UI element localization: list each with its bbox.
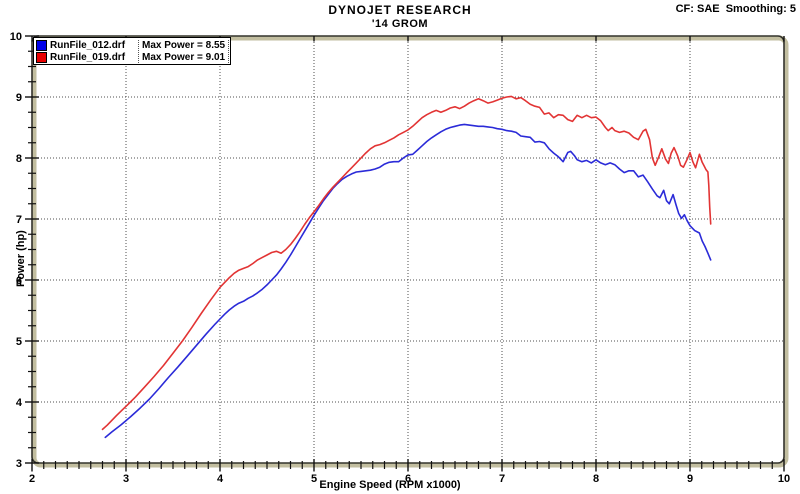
red-run-swatch-icon <box>36 51 47 63</box>
legend-row: RunFile_019.drf Max Power = 9.01 <box>36 51 230 63</box>
svg-text:2: 2 <box>29 473 35 485</box>
chart-subtitle: '14 GROM <box>371 18 429 30</box>
svg-text:6: 6 <box>16 275 22 287</box>
svg-text:3: 3 <box>16 458 22 470</box>
svg-text:4: 4 <box>217 473 224 485</box>
legend-run-file: RunFile_019.drf <box>50 51 126 63</box>
svg-text:3: 3 <box>123 473 129 485</box>
y-axis-label: Power (hp) <box>15 230 27 287</box>
svg-text:7: 7 <box>16 214 22 226</box>
legend-run-file: RunFile_012.drf <box>50 39 126 51</box>
svg-text:9: 9 <box>687 473 693 485</box>
svg-text:7: 7 <box>499 473 505 485</box>
svg-text:9: 9 <box>16 92 22 104</box>
svg-text:4: 4 <box>16 397 23 409</box>
svg-text:10: 10 <box>10 31 22 43</box>
legend: RunFile_012.drf Max Power = 8.55 RunFile… <box>33 37 232 65</box>
legend-max-power: Max Power = 9.01 <box>138 51 230 63</box>
legend-max-power: Max Power = 8.55 <box>138 39 230 51</box>
svg-text:5: 5 <box>16 336 22 348</box>
svg-text:5: 5 <box>311 473 317 485</box>
legend-row: RunFile_012.drf Max Power = 8.55 <box>36 39 230 51</box>
svg-text:8: 8 <box>593 473 599 485</box>
svg-text:8: 8 <box>16 153 22 165</box>
x-axis-label: Engine Speed (RPM x1000) <box>319 479 461 491</box>
blue-run-swatch-icon <box>36 39 47 51</box>
chart-title: DYNOJET RESEARCH <box>328 3 472 17</box>
svg-text:6: 6 <box>405 473 411 485</box>
correction-smoothing-label: CF: SAE Smoothing: 5 <box>675 3 796 15</box>
svg-text:10: 10 <box>778 473 790 485</box>
